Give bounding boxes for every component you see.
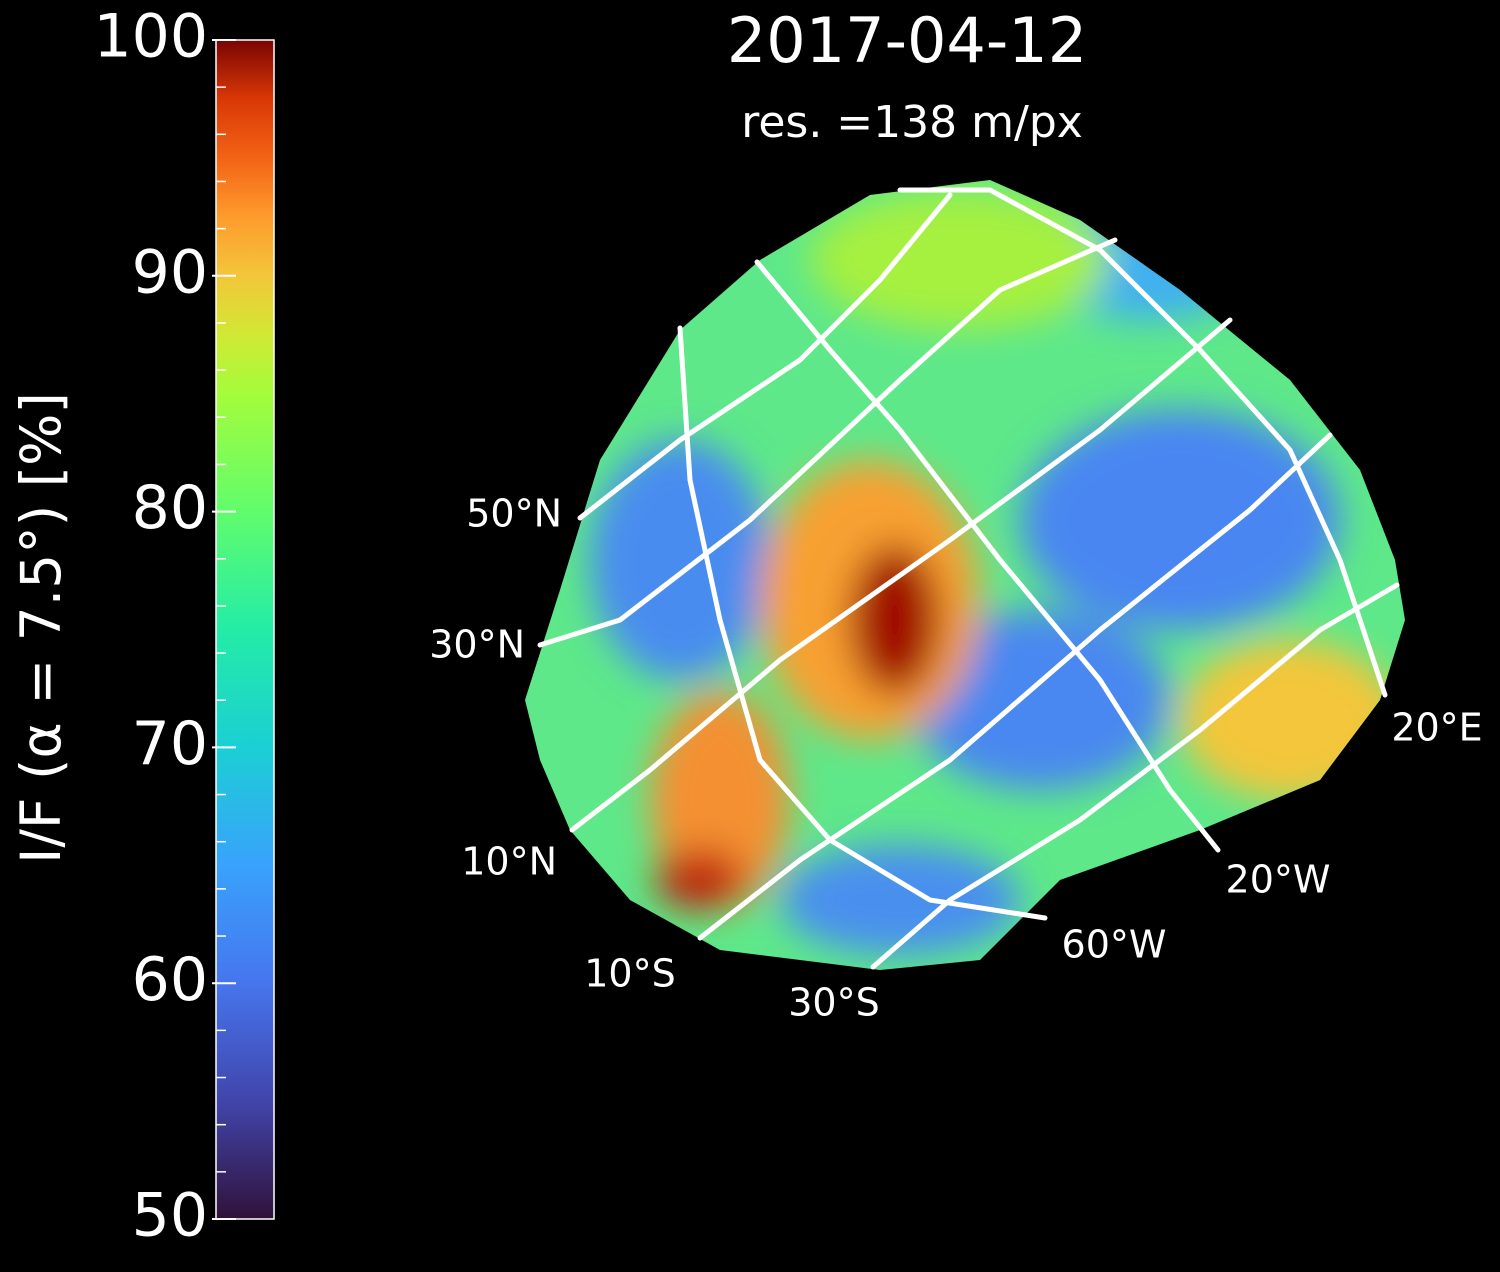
subtitle: res. =138 m/px	[741, 97, 1083, 148]
grid-line	[897, 187, 1388, 698]
grid-label: 50°N	[466, 492, 562, 536]
y-tick-label: 50	[132, 1181, 208, 1251]
grid-label: 30°S	[788, 981, 879, 1025]
y-tick-label: 90	[132, 237, 208, 307]
grid-line	[870, 582, 1400, 970]
grid-line	[754, 259, 1221, 853]
grid-line	[569, 317, 1233, 833]
grid-label: 60°W	[1062, 923, 1167, 967]
grid-label: 10°S	[584, 952, 675, 996]
colorbar	[215, 39, 275, 1220]
coordinate-grid	[537, 187, 1400, 970]
grid-line	[537, 237, 1118, 648]
grid-label: 30°N	[429, 623, 525, 667]
colorbar-label: I/F (α = 7.5°) [%]	[9, 392, 73, 864]
grid-line	[677, 325, 1048, 921]
grid-label: 20°W	[1226, 858, 1331, 902]
y-tick-label: 100	[93, 2, 208, 72]
y-tick-label: 70	[132, 709, 208, 779]
y-tick-label: 80	[132, 473, 208, 543]
grid-labels: 50°N 30°N 10°N 10°S 30°S 60°W 20°W 20°E	[429, 492, 1482, 1025]
title: 2017-04-12	[727, 4, 1087, 77]
grid-line	[697, 432, 1333, 941]
y-tick-label: 60	[132, 945, 208, 1015]
grid-label: 20°E	[1391, 706, 1482, 750]
grid-line	[577, 192, 953, 521]
grid-label: 10°N	[461, 840, 557, 884]
